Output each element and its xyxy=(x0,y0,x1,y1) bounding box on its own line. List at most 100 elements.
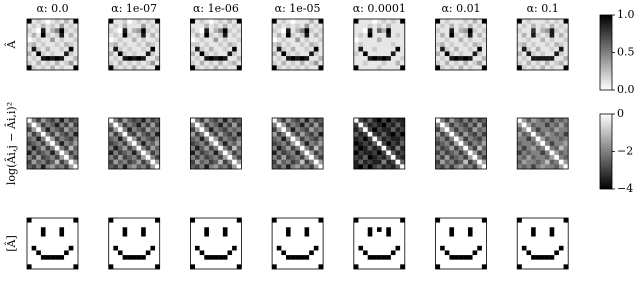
heatmap-cell xyxy=(535,259,541,265)
heatmap-cell xyxy=(481,250,487,256)
heatmap-cell xyxy=(204,56,210,61)
heatmap-cell xyxy=(122,164,128,170)
heatmap-cell xyxy=(386,231,392,237)
heatmap-cell xyxy=(136,159,142,165)
heatmap-cell xyxy=(467,127,473,133)
heatmap-cell xyxy=(40,164,46,170)
heatmap-cell xyxy=(400,60,405,66)
heatmap-cell xyxy=(545,118,550,123)
heatmap-cell xyxy=(40,122,46,128)
heatmap-cell xyxy=(358,127,364,133)
heatmap-cell xyxy=(290,259,296,265)
heatmap-cell xyxy=(435,264,441,270)
heatmap-cell xyxy=(290,255,296,260)
heatmap-cell xyxy=(127,46,133,52)
heatmap-cell xyxy=(27,60,32,66)
heatmap-cell xyxy=(390,56,396,61)
heatmap-cell xyxy=(59,122,65,128)
heatmap-cell xyxy=(481,236,487,242)
heatmap-cell xyxy=(304,250,310,256)
heatmap-cell xyxy=(218,46,224,52)
heatmap-cell xyxy=(376,23,382,29)
heatmap-cell xyxy=(449,245,455,251)
heatmap-cell xyxy=(54,259,60,265)
heatmap-cell xyxy=(227,23,233,29)
heatmap-cell xyxy=(281,37,287,43)
heatmap-cell xyxy=(117,227,123,233)
heatmap-cell xyxy=(472,145,478,151)
heatmap-cell xyxy=(390,236,396,242)
heatmap-cell xyxy=(145,28,151,34)
heatmap-cell xyxy=(449,264,455,270)
heatmap-cell xyxy=(521,241,527,246)
heatmap-cell xyxy=(127,42,133,47)
heatmap-cell xyxy=(454,60,459,66)
heatmap-cell xyxy=(400,122,405,128)
panel-frame xyxy=(435,217,487,270)
heatmap-cell xyxy=(517,32,522,38)
heatmap-cell xyxy=(463,32,469,38)
heatmap-cell xyxy=(531,227,536,233)
heatmap-cell xyxy=(545,51,550,57)
heatmap-cell xyxy=(381,60,387,66)
heatmap-cell xyxy=(155,37,160,43)
heatmap-cell xyxy=(313,65,319,71)
heatmap-cell xyxy=(535,46,541,52)
heatmap-cell xyxy=(549,250,555,256)
heatmap-cell xyxy=(113,60,119,66)
heatmap-cell xyxy=(195,218,200,223)
heatmap-cell xyxy=(535,164,541,170)
heatmap-cell xyxy=(281,32,287,38)
heatmap-cell xyxy=(467,231,473,237)
heatmap-cell xyxy=(236,122,242,128)
heatmap-cell xyxy=(199,32,205,38)
heatmap-cell xyxy=(558,145,564,151)
heatmap-cell xyxy=(232,227,237,233)
heatmap-cell xyxy=(131,264,137,270)
heatmap-cell xyxy=(517,159,522,165)
heatmap-cell xyxy=(50,65,55,71)
heatmap-cell xyxy=(155,122,160,128)
heatmap-cell xyxy=(545,264,550,270)
heatmap-cell xyxy=(208,245,214,251)
heatmap-cell xyxy=(68,227,74,233)
heatmap-cell xyxy=(64,155,69,160)
heatmap-cell xyxy=(395,155,401,160)
heatmap-cell xyxy=(204,122,210,128)
heatmap-cell xyxy=(435,28,441,34)
heatmap-cell xyxy=(376,136,382,142)
heatmap-cell xyxy=(190,255,196,260)
heatmap-cell xyxy=(295,42,301,47)
heatmap-cell xyxy=(558,259,564,265)
heatmap-cell xyxy=(472,231,478,237)
heatmap-cell xyxy=(117,145,123,151)
heatmap-cell xyxy=(540,118,546,123)
heatmap-cell xyxy=(64,19,69,24)
heatmap-cell xyxy=(276,222,282,228)
heatmap-cell xyxy=(531,245,536,251)
heatmap-cell xyxy=(444,65,450,71)
heatmap-cell xyxy=(363,264,368,270)
heatmap-cell xyxy=(108,159,114,165)
heatmap-cell xyxy=(131,150,137,156)
heatmap-cell xyxy=(545,23,550,29)
heatmap-cell xyxy=(481,231,487,237)
heatmap-cell xyxy=(563,159,569,165)
heatmap-cell xyxy=(526,46,532,52)
heatmap-cell xyxy=(358,241,364,246)
heatmap-cell xyxy=(195,236,200,242)
heatmap-cell xyxy=(458,164,464,170)
heatmap-cell xyxy=(526,150,532,156)
heatmap-cell xyxy=(141,155,146,160)
heatmap-cell xyxy=(435,236,441,242)
heatmap-cell xyxy=(304,46,310,52)
heatmap-cell xyxy=(390,42,396,47)
heatmap-cell xyxy=(472,241,478,246)
heatmap-cell xyxy=(472,32,478,38)
heatmap-cell xyxy=(227,122,233,128)
heatmap-cell xyxy=(208,60,214,66)
heatmap-cell xyxy=(59,227,65,233)
heatmap-cell xyxy=(204,51,210,57)
heatmap-cell xyxy=(290,19,296,24)
